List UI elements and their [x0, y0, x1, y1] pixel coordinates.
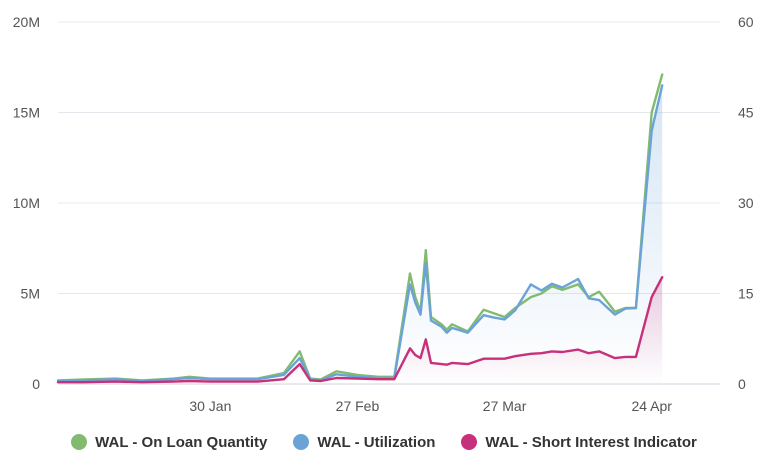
y-tick-right: 0	[738, 376, 746, 392]
legend-label: WAL - Utilization	[317, 433, 436, 451]
y-tick-left: 5M	[21, 286, 40, 302]
x-tick-label: 24 Apr	[631, 398, 672, 414]
legend-item-short-interest-indicator[interactable]: WAL - Short Interest Indicator	[461, 433, 697, 451]
y-tick-left: 0	[32, 376, 40, 392]
y-tick-left: 20M	[13, 14, 40, 30]
y-tick-left: 10M	[13, 195, 40, 211]
y-tick-left: 15M	[13, 105, 40, 121]
short-interest-indicator-line	[56, 276, 664, 384]
x-tick-label: 27 Mar	[483, 398, 527, 414]
legend-label: WAL - On Loan Quantity	[95, 433, 268, 451]
y-tick-right: 30	[738, 195, 754, 211]
legend: WAL - On Loan Quantity WAL - Utilization…	[0, 426, 768, 458]
legend-item-on-loan-quantity[interactable]: WAL - On Loan Quantity	[71, 434, 267, 451]
x-tick-label: 30 Jan	[189, 398, 231, 414]
legend-label: WAL - Short Interest Indicator	[485, 433, 697, 451]
y-tick-right: 60	[738, 14, 754, 30]
line-chart: 0 5M 10M 15M 20M 0 15 30 45 60 30 Jan 27 Feb 27 Ma…	[13, 14, 754, 414]
x-tick-label: 27 Feb	[336, 398, 380, 414]
y-tick-right: 45	[738, 105, 754, 121]
utilization-area	[58, 85, 663, 385]
legend-dot-blue	[293, 434, 310, 450]
legend-dot-green	[71, 434, 88, 450]
utilization-line	[56, 84, 664, 383]
legend-dot-magenta	[461, 434, 478, 450]
y-tick-right: 15	[738, 286, 754, 302]
legend-item-utilization[interactable]: WAL - Utilization	[293, 434, 435, 451]
